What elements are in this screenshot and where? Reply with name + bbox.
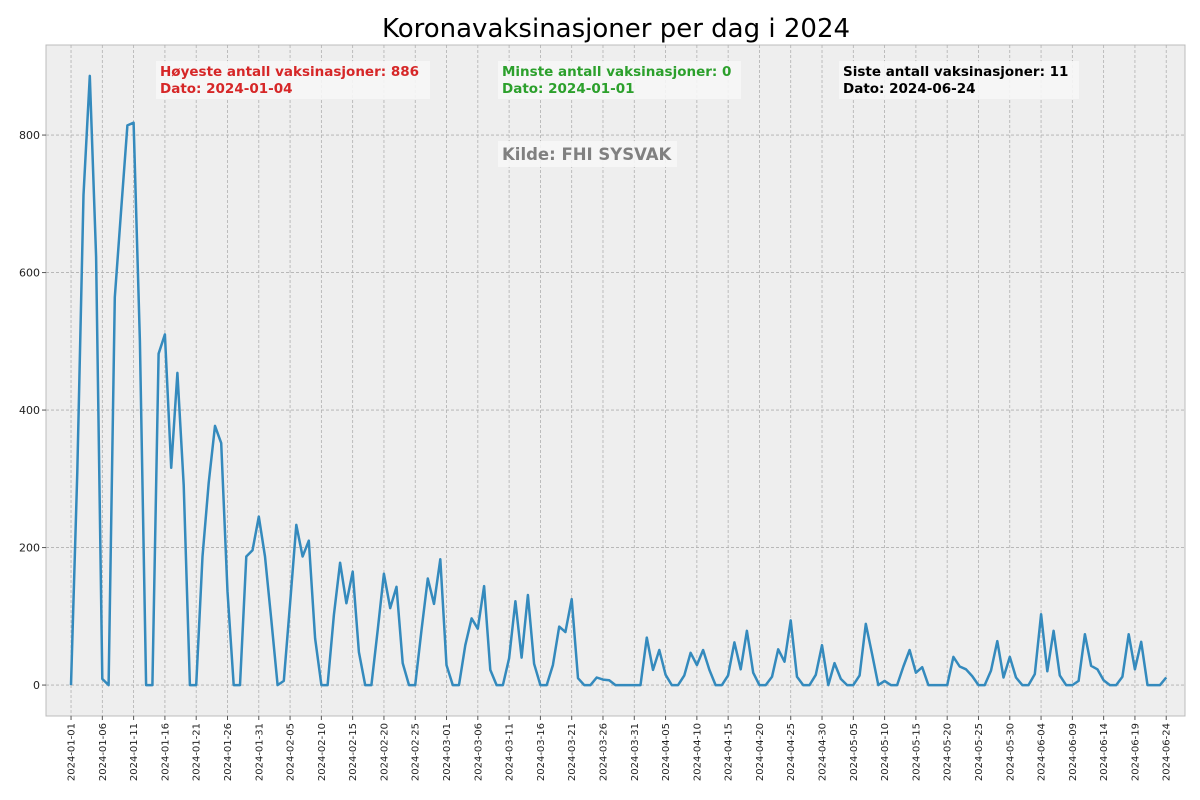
x-tick-label: 2024-03-31 xyxy=(630,723,641,781)
x-tick-label: 2024-01-11 xyxy=(129,723,140,781)
x-tick-label: 2024-06-24 xyxy=(1162,723,1173,781)
x-tick-label: 2024-03-16 xyxy=(536,723,547,781)
x-tick-label: 2024-01-21 xyxy=(192,723,203,781)
x-tick-label: 2024-05-30 xyxy=(1005,723,1016,781)
x-tick-label: 2024-04-10 xyxy=(692,723,703,781)
x-tick-label: 2024-06-09 xyxy=(1068,723,1079,781)
x-tick-label: 2024-02-25 xyxy=(411,723,422,781)
annotation-last-line2: Dato: 2024-06-24 xyxy=(843,81,976,97)
source-box xyxy=(498,141,677,167)
x-tick-label: 2024-05-10 xyxy=(880,723,891,781)
x-tick-label: 2024-01-16 xyxy=(160,723,171,781)
x-tick-label: 2024-02-15 xyxy=(348,723,359,781)
x-tick-label: 2024-03-21 xyxy=(567,723,578,781)
x-tick-label: 2024-03-11 xyxy=(505,723,516,781)
annotation-last-line1: Siste antall vaksinasjoner: 11 xyxy=(843,64,1068,80)
series-line xyxy=(69,74,1168,687)
annotation-last: Siste antall vaksinasjoner: 11 Dato: 202… xyxy=(839,61,1079,99)
source-text: Kilde: FHI SYSVAK xyxy=(502,145,673,164)
x-tick-label: 2024-05-25 xyxy=(974,723,985,781)
x-tick-label: 2024-06-04 xyxy=(1037,723,1048,781)
y-axis: 0 200 400 600 800 xyxy=(19,129,46,692)
annotation-box xyxy=(498,61,741,99)
y-tick-label: 0 xyxy=(33,679,40,692)
x-tick-label: 2024-04-20 xyxy=(755,723,766,781)
x-tick-label: 2024-03-06 xyxy=(473,723,484,781)
x-tick-label: 2024-04-30 xyxy=(818,723,829,781)
x-tick-label: 2024-06-14 xyxy=(1099,723,1110,781)
x-tick-label: 2024-02-05 xyxy=(286,723,297,781)
annotation-max-line2: Dato: 2024-01-04 xyxy=(160,81,293,97)
x-tick-label: 2024-06-19 xyxy=(1130,723,1141,781)
x-tick-label: 2024-03-01 xyxy=(442,723,453,781)
x-axis: 2024-01-01 2024-01-06 2024-01-11 2024-01-16… xyxy=(67,716,1173,781)
source-label: Kilde: FHI SYSVAK xyxy=(498,141,677,167)
x-tick-label: 2024-01-26 xyxy=(223,723,234,781)
data-points xyxy=(70,75,1167,686)
x-tick-label: 2024-03-26 xyxy=(598,723,609,781)
y-tick-label: 600 xyxy=(19,267,40,280)
x-tick-label: 2024-04-15 xyxy=(724,723,735,781)
x-tick-label: 2024-05-20 xyxy=(943,723,954,781)
annotation-min-line2: Dato: 2024-01-01 xyxy=(502,81,635,97)
annotation-max: Høyeste antall vaksinasjoner: 886 Dato: … xyxy=(156,61,430,99)
x-tick-label: 2024-01-01 xyxy=(67,723,78,781)
x-tick-label: 2024-01-06 xyxy=(98,723,109,781)
chart-title: Koronavaksinasjoner per dag i 2024 xyxy=(382,14,850,44)
x-tick-label: 2024-04-25 xyxy=(786,723,797,781)
x-tick-label: 2024-04-05 xyxy=(661,723,672,781)
y-tick-label: 200 xyxy=(19,542,40,555)
x-tick-label: 2024-01-31 xyxy=(254,723,265,781)
x-tick-label: 2024-05-05 xyxy=(849,723,860,781)
annotation-box xyxy=(156,61,430,99)
x-tick-label: 2024-05-15 xyxy=(911,723,922,781)
x-tick-label: 2024-02-20 xyxy=(379,723,390,781)
annotation-min-line1: Minste antall vaksinasjoner: 0 xyxy=(502,64,731,80)
y-tick-label: 800 xyxy=(19,129,40,142)
annotation-min: Minste antall vaksinasjoner: 0 Dato: 202… xyxy=(498,61,741,99)
annotation-max-line1: Høyeste antall vaksinasjoner: 886 xyxy=(160,64,419,80)
y-tick-label: 400 xyxy=(19,404,40,417)
annotation-box xyxy=(839,61,1079,99)
x-tick-label: 2024-02-10 xyxy=(317,723,328,781)
